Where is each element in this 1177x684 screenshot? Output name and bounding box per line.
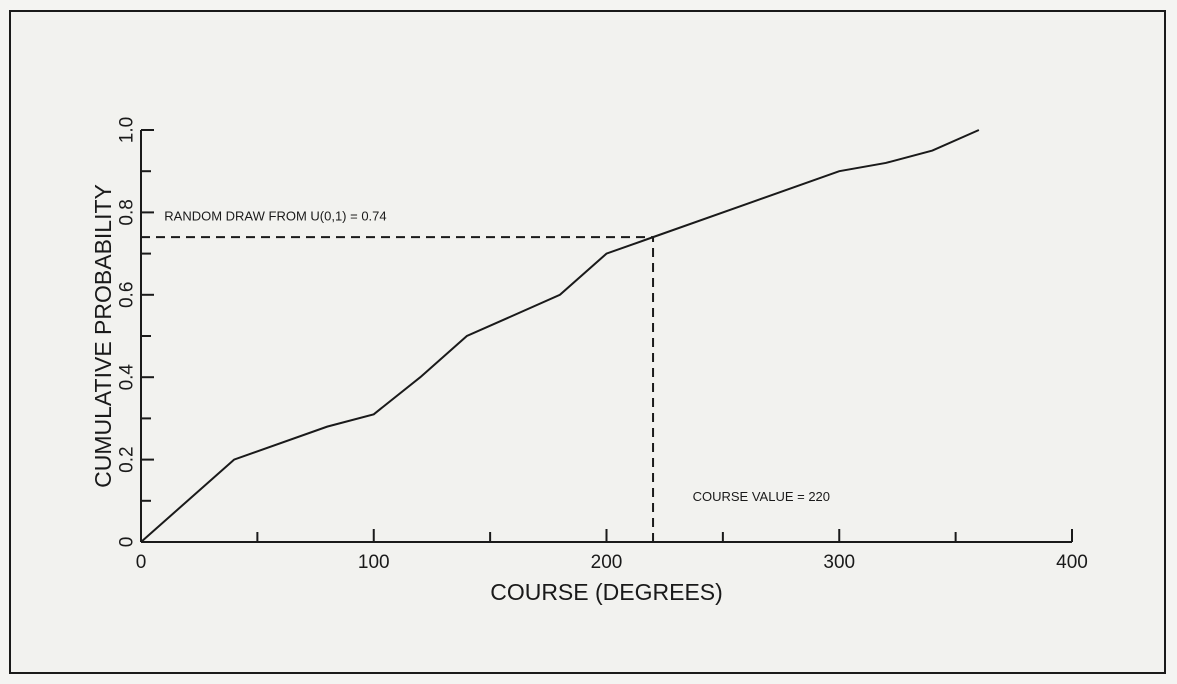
y-tick-label: 0.2 [117, 446, 138, 472]
y-tick-label: 1.0 [117, 117, 138, 143]
ticks: 0 100 200 300 400 0 0.2 0.4 0.6 0.8 1.0 [117, 117, 1088, 573]
annotation-course-value: COURSE VALUE = 220 [693, 489, 830, 504]
y-tick-label: 0.4 [117, 364, 138, 391]
cdf-series-line [140, 129, 980, 543]
x-tick-label: 0 [136, 552, 147, 573]
axes [140, 130, 1072, 543]
x-tick-label: 400 [1056, 552, 1088, 573]
figure-frame: 0 100 200 300 400 0 0.2 0.4 0.6 0.8 1.0 COURSE (DE… [9, 10, 1166, 674]
x-tick-label: 100 [358, 552, 390, 573]
x-axis-label: COURSE (DEGREES) [490, 579, 723, 605]
y-tick-label: 0.6 [117, 282, 138, 308]
cdf-chart: 0 100 200 300 400 0 0.2 0.4 0.6 0.8 1.0 COURSE (DE… [90, 117, 1088, 605]
annotation-random-draw: RANDOM DRAW FROM U(0,1) = 0.74 [164, 209, 386, 224]
reference-lines [141, 236, 655, 542]
y-tick-label: 0 [117, 537, 138, 548]
x-tick-label: 300 [823, 552, 855, 573]
y-tick-label: 0.8 [117, 199, 138, 225]
y-axis-label: CUMULATIVE PROBABILITY [90, 184, 116, 488]
x-tick-label: 200 [591, 552, 623, 573]
